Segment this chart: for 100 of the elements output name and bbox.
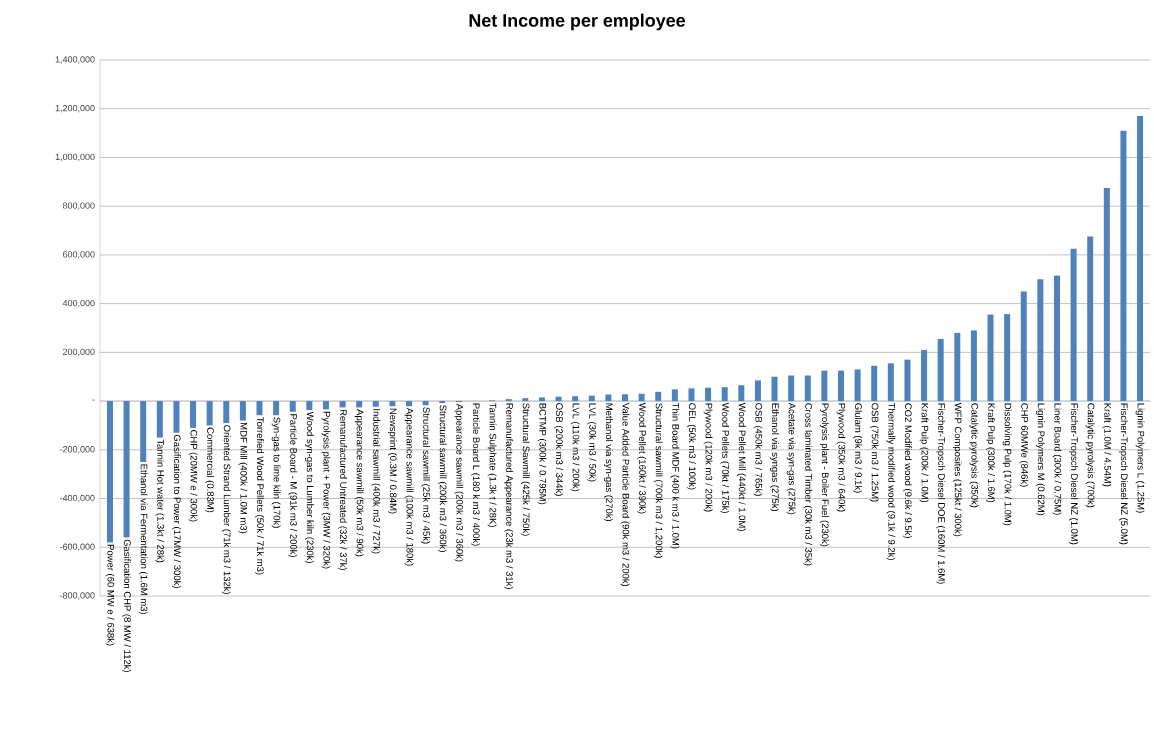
bar xyxy=(688,388,695,402)
bar xyxy=(239,401,246,421)
x-tick-label: Wood syn-gas to Lumber kiln (230k) xyxy=(304,411,314,564)
bar xyxy=(788,375,795,402)
x-tick-label: Commercial (0.83M) xyxy=(205,427,215,513)
bar xyxy=(256,401,263,416)
bar xyxy=(572,396,579,402)
bar xyxy=(173,401,180,433)
bar xyxy=(887,363,894,402)
bar xyxy=(1004,314,1011,402)
bar xyxy=(522,398,529,402)
x-tick-label: Glulam (9k m3 / 9.1k) xyxy=(853,403,863,493)
x-tick-label: Catalytic pyrolysis (700k) xyxy=(1085,403,1095,508)
x-tick-label: Fischer-Tropsch Diesel NZ (5.0M) xyxy=(1119,403,1128,545)
bar xyxy=(1137,116,1144,402)
bar xyxy=(389,401,396,407)
x-tick-label: MDF Mill (400k / 1.0M m3) xyxy=(238,423,248,534)
bar xyxy=(721,387,728,402)
x-tick-label: Lignin Polymers L (1.25M) xyxy=(1135,403,1145,513)
bar xyxy=(854,369,861,402)
x-tick-label: LVL (110k m3 / 200k) xyxy=(570,403,580,492)
bar xyxy=(422,401,429,406)
x-tick-label: Wood Pellet Mill (440kt / 1.0M) xyxy=(736,402,746,531)
y-tick-label: 400,000 xyxy=(62,299,95,308)
bar xyxy=(921,349,928,402)
x-tick-label: Liner Board (300k / 0.75M) xyxy=(1052,403,1062,515)
bar xyxy=(1070,248,1077,402)
x-tick-label: CO2 Modified wood (9.6k / 9.5k) xyxy=(903,403,912,538)
bar xyxy=(555,396,562,402)
bar xyxy=(339,401,346,408)
x-tick-label: Plywood (120k m3 / 200k) xyxy=(703,403,713,512)
x-tick-label: Syn-gas to lime kiln (170k) xyxy=(271,417,281,528)
bar xyxy=(1120,130,1127,402)
bar xyxy=(273,401,280,416)
x-tick-label: Pyrolysis plant + Power (3MW / 320k) xyxy=(321,411,331,569)
x-tick-label: Acetate via syn-gas (275k) xyxy=(786,402,796,515)
bar xyxy=(1020,291,1027,402)
bar xyxy=(206,401,213,426)
bar xyxy=(754,380,761,402)
bar xyxy=(1053,275,1060,402)
x-tick-label: Newsprint (0.3M / 0.84M) xyxy=(388,408,397,514)
x-tick-label: Catalytic pyrolysis (350k) xyxy=(969,403,979,508)
y-tick-label: -600,000 xyxy=(60,543,95,551)
bar xyxy=(904,359,911,402)
bar xyxy=(987,314,994,402)
x-tick-label: Remanufactured Untreated (32k / 37k) xyxy=(338,409,347,570)
x-tick-label: Value Added Particle Board (90k m3 / 200k) xyxy=(620,402,630,587)
bar xyxy=(372,401,379,407)
bar xyxy=(771,376,778,402)
y-tick-label: -800,000 xyxy=(60,592,95,600)
bar xyxy=(588,395,595,402)
y-tick-label: 800,000 xyxy=(62,202,95,210)
chart-title: Net Income per employee xyxy=(469,13,685,31)
x-tick-label: Remanufactured Appearance (23k m3 / 31k) xyxy=(504,403,514,589)
x-tick-label: Particle Board L (180 k m3 / 400k) xyxy=(471,403,480,546)
x-tick-label: Thin Board MDF (400 k m3 / 1.0M) xyxy=(670,402,680,549)
x-tick-label: Fischer-Tropsch Diesel NZ (1.0M) xyxy=(1069,403,1079,545)
x-tick-label: CHP (20MW e / 300k) xyxy=(188,430,198,522)
x-tick-label: Appearance sawmill (200k m3 / 360k) xyxy=(454,403,464,562)
bar xyxy=(538,397,545,402)
x-tick-label: Tannin Sulphate (1.3k t / 28K) xyxy=(487,402,497,527)
bar xyxy=(638,393,645,402)
bar xyxy=(356,401,363,408)
x-tick-label: Ethanol via syngas (275k) xyxy=(770,403,779,512)
bar xyxy=(804,375,811,402)
x-tick-label: Structural Sawmill (425k / 750k) xyxy=(520,403,530,536)
x-tick-label: CHP 60MWe (846k) xyxy=(1019,403,1029,487)
bar xyxy=(937,338,944,402)
x-tick-label: Oriented Strand Lumber (71k m3 / 132k) xyxy=(221,425,231,595)
bar xyxy=(406,401,413,407)
y-tick-label: -400,000 xyxy=(60,494,95,503)
bar xyxy=(738,385,745,402)
x-tick-label: Industrial sawmill (400k m3 / 727k) xyxy=(371,409,381,554)
bar xyxy=(156,401,163,438)
x-tick-label: Wood Pellet (160kt / 390k) xyxy=(637,402,647,514)
bar xyxy=(306,401,313,411)
x-tick-label: Kraft Pulp (300k / 1.6M) xyxy=(986,403,995,503)
x-tick-label: Gasification CHP (8 MW / 112k) xyxy=(122,539,131,673)
bar xyxy=(322,401,329,410)
x-tick-label: Plywood (350k m3 / 640k) xyxy=(836,403,846,512)
x-tick-label: WFP Composites (125kt / 300k) xyxy=(952,402,962,537)
bar xyxy=(1087,236,1094,402)
x-tick-label: Lignin Polymers M (0.62M) xyxy=(1035,403,1045,516)
x-tick-label: OSB (750k m3 / 1.25M) xyxy=(869,403,879,502)
bar xyxy=(605,394,612,402)
bar xyxy=(655,391,662,402)
bar xyxy=(123,401,130,538)
y-tick-label: 600,000 xyxy=(63,251,95,259)
x-tick-label: Dissolving Pulp (170k / 1.0M) xyxy=(1002,403,1012,526)
x-tick-label: Appearance sawmill (100k m3 / 180k) xyxy=(404,407,414,566)
x-tick-label: Structural sawmill (700k m3 / 1,200k) xyxy=(653,403,663,558)
x-tick-label: OSB (450k m3 / 765k) xyxy=(753,403,763,496)
x-tick-label: Pyrolysis plant - Boiler Fuel (230k) xyxy=(819,403,829,547)
x-tick-label: Torrefied Wood Pellets (50k / 71k m3) xyxy=(255,417,264,575)
y-tick-label: -200,000 xyxy=(60,446,95,454)
x-tick-label: Power (60 MW e / 638k) xyxy=(105,544,115,646)
x-tick-label: Kraft Pulp (200k / 1.0M) xyxy=(919,403,929,503)
bar xyxy=(671,389,678,402)
bar xyxy=(1103,187,1110,402)
bar xyxy=(289,401,296,412)
